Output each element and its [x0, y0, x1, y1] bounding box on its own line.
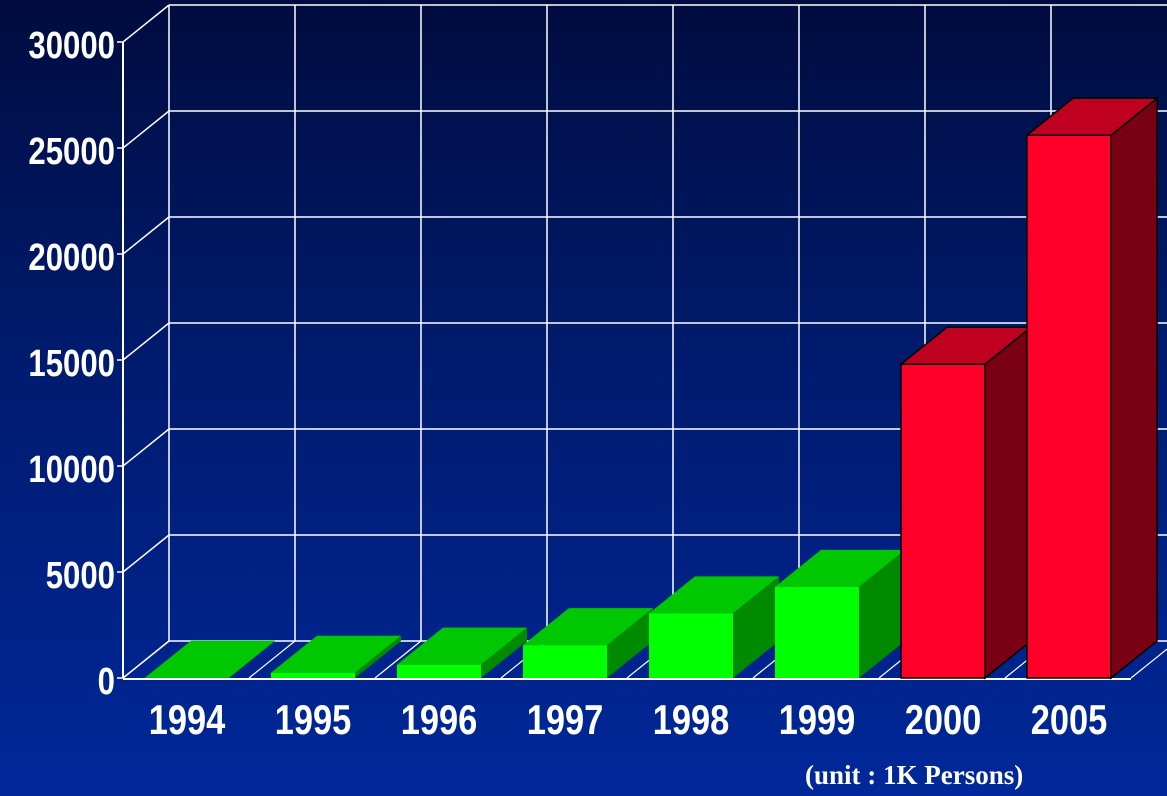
bar-side — [859, 549, 905, 678]
bar-1998 — [649, 576, 779, 678]
bar-front — [649, 613, 733, 678]
bar-top — [649, 576, 779, 614]
bar-side — [607, 608, 653, 678]
bar-top — [523, 608, 653, 646]
bar-front — [900, 363, 986, 679]
floor-depth-line — [248, 640, 296, 679]
gridline-diagonal — [122, 216, 170, 255]
bar-side — [1110, 96, 1158, 680]
unit-note: (unit : 1K Persons) — [805, 760, 1024, 790]
y-tick-label: 30000 — [28, 25, 115, 67]
axes — [117, 41, 1131, 680]
bar-2000 — [898, 325, 1034, 680]
x-tick-label: 1995 — [275, 697, 352, 744]
bar-side — [355, 635, 401, 678]
bar-1996 — [397, 627, 527, 678]
x-tick-label: 2000 — [905, 697, 982, 744]
bar-front — [271, 672, 355, 678]
y-tick-label: 25000 — [28, 131, 115, 173]
x-tick-label: 1999 — [779, 697, 856, 744]
x-tick-label: 1997 — [527, 697, 604, 744]
bar-1994 — [145, 640, 275, 678]
bar-1997 — [523, 608, 653, 678]
bar-side — [984, 325, 1032, 680]
bar-front — [397, 664, 481, 678]
y-tick-label: 15000 — [28, 343, 115, 385]
bar-top — [271, 635, 401, 673]
bar-2005 — [1024, 96, 1160, 680]
y-tick-label: 5000 — [46, 555, 115, 597]
bar-1999 — [775, 549, 905, 678]
x-tick-label: 2005 — [1031, 697, 1108, 744]
gridline-diagonal — [122, 428, 170, 467]
floor-depth-line — [1130, 648, 1167, 679]
bar-top — [145, 640, 275, 678]
floor-depth-line — [122, 640, 170, 679]
gridline-diagonal — [122, 110, 170, 149]
x-tick-label: 1994 — [149, 697, 226, 744]
bar-front — [775, 586, 859, 678]
bar-side — [733, 576, 779, 678]
gridline-diagonal — [122, 322, 170, 361]
bar-front — [1026, 134, 1112, 679]
floor-depth-line — [374, 640, 422, 679]
bar-side — [229, 640, 275, 678]
y-tick-label: 20000 — [28, 237, 115, 279]
y-tick-label: 0 — [98, 661, 115, 703]
bar-top — [397, 627, 527, 665]
bar-1995 — [271, 635, 401, 678]
bar-side — [481, 627, 527, 678]
gridline-diagonal — [122, 4, 170, 43]
x-tick-label: 1996 — [401, 697, 478, 744]
gridline-diagonal — [122, 534, 170, 573]
tick-labels: 0 5000 10000 15000 20000 25000 30000 1994 1995 19… — [28, 25, 1107, 744]
x-tick-label: 1998 — [653, 697, 730, 744]
bar-front — [523, 645, 607, 678]
bar-top — [775, 549, 905, 587]
y-tick-label: 10000 — [28, 449, 115, 491]
bars — [145, 96, 1160, 680]
